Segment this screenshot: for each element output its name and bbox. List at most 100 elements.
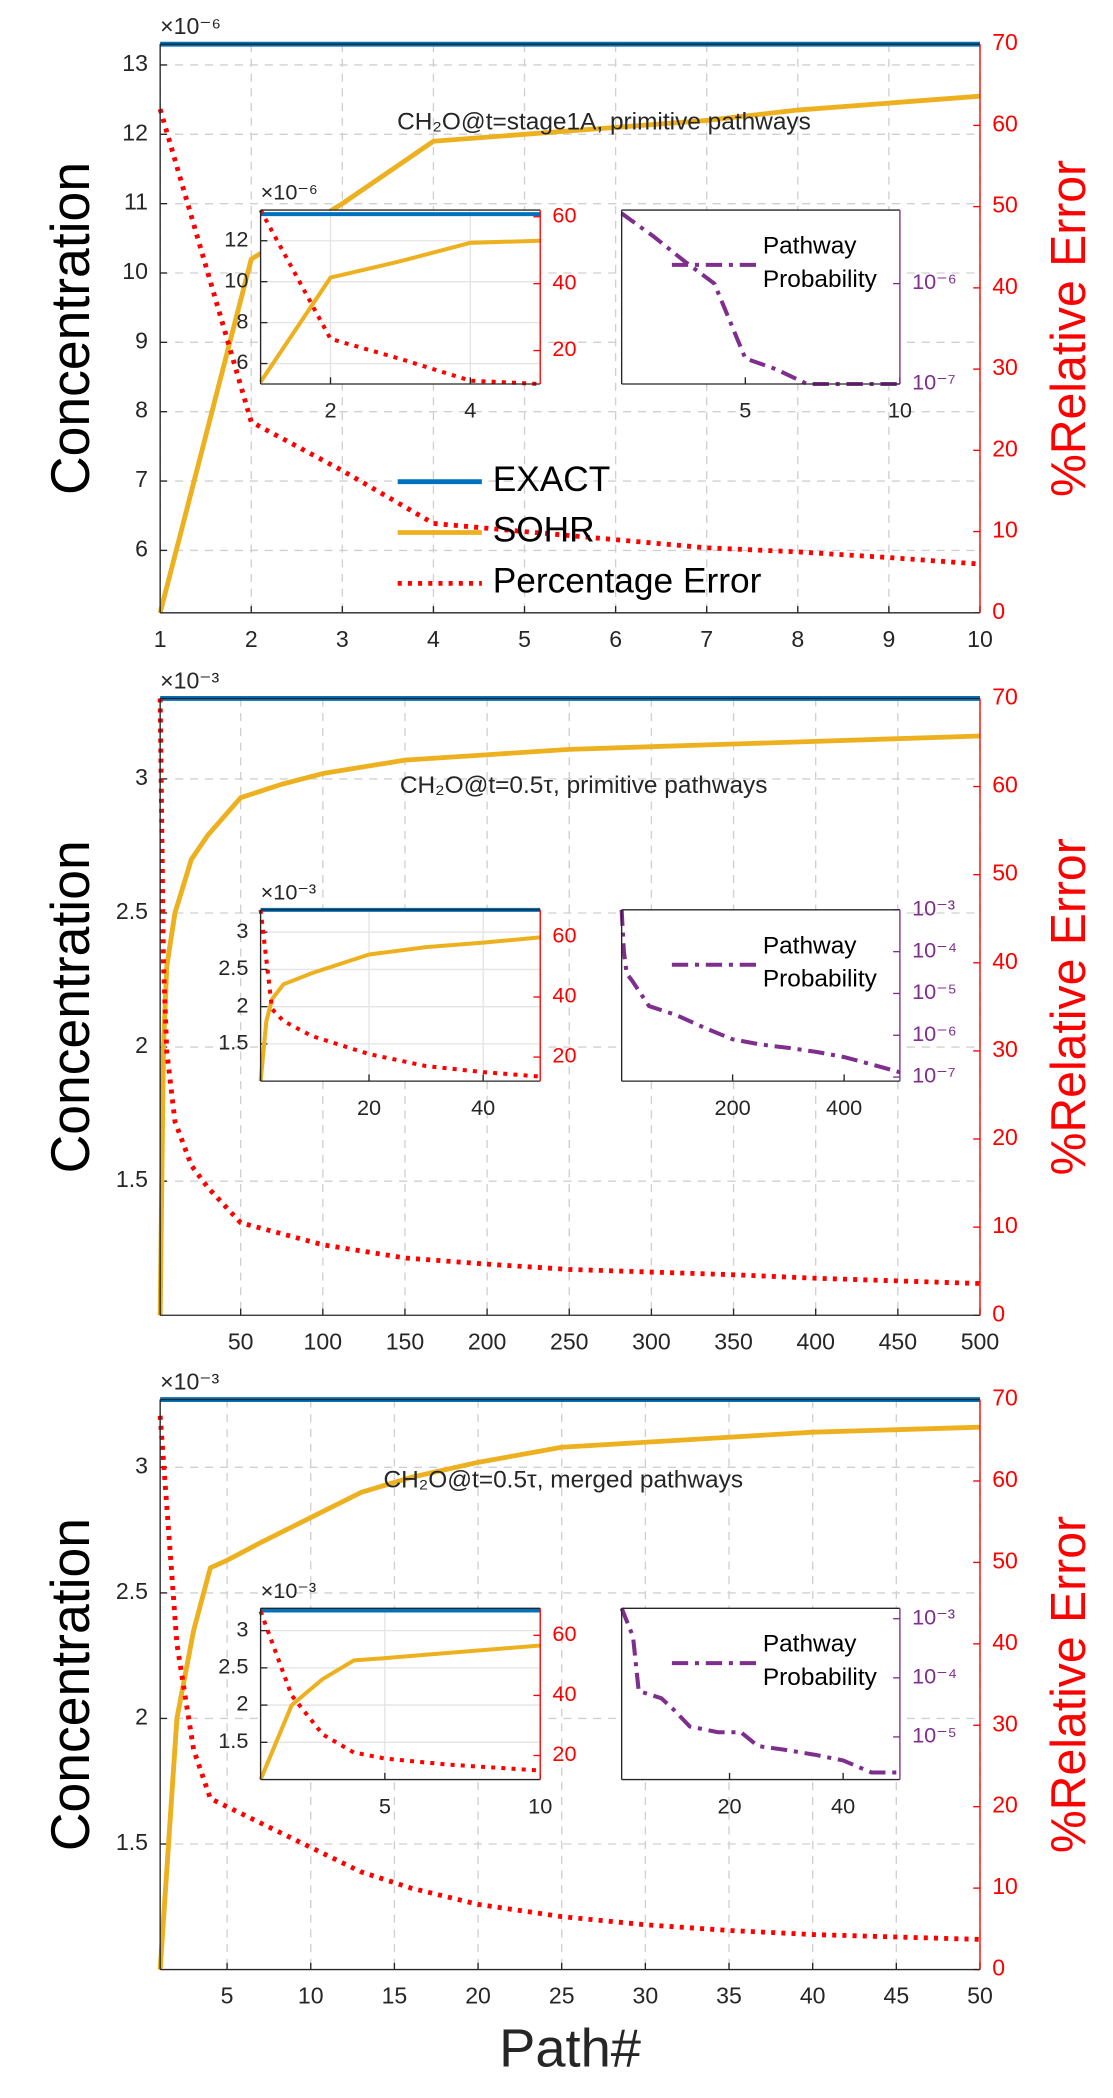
y2-tick-label: 70 — [992, 1385, 1018, 1411]
y2-tick-label: 50 — [992, 192, 1018, 218]
x-tick-label: 45 — [883, 1983, 909, 2009]
x-tick-label: 100 — [304, 1329, 342, 1355]
x-tick-label: 10 — [528, 1793, 552, 1818]
y2-tick-label: 10⁻⁴ — [912, 1664, 957, 1689]
y2-tick-label: 10⁻⁵ — [912, 979, 957, 1004]
y2-tick-label: 20 — [992, 1124, 1018, 1150]
plot-area — [260, 909, 541, 1082]
y2-tick-label: 40 — [992, 273, 1018, 299]
y2-tick-label: 10 — [992, 517, 1018, 543]
y-multiplier: ×10⁻³ — [160, 668, 219, 694]
x-tick-label: 2 — [245, 626, 258, 652]
legend-label: EXACT — [493, 460, 611, 499]
x-tick-label: 1 — [154, 626, 167, 652]
series-line — [157, 108, 981, 567]
series-line — [157, 733, 981, 1316]
legend-label: Pathway Probability — [763, 233, 878, 293]
y2-tick-label: 10 — [992, 1873, 1018, 1899]
x-tick-label: 400 — [796, 1329, 834, 1355]
y2-tick-label: 20 — [552, 1741, 576, 1766]
y-tick-label: 3 — [135, 764, 148, 790]
y2-tick-label: 30 — [992, 354, 1018, 380]
y-tick-label: 2 — [135, 1032, 148, 1058]
y-tick-label: 10 — [224, 267, 248, 292]
x-tick-label: 40 — [471, 1095, 495, 1120]
series-line — [258, 238, 541, 384]
y-tick-label: 2.5 — [116, 898, 148, 924]
y2-tick-label: 10⁻⁶ — [912, 1021, 957, 1046]
y-tick-label: 6 — [236, 349, 248, 374]
y2-tick-label: 10 — [992, 1212, 1018, 1238]
series-line — [258, 935, 541, 1082]
y2-tick-label: 0 — [992, 1955, 1005, 1981]
y-tick-label: 2.5 — [218, 955, 248, 980]
plot-area — [260, 210, 541, 385]
series-line — [157, 1415, 981, 1942]
x-tick-label: 10 — [967, 626, 993, 652]
y-axis-label: Concentration — [41, 162, 101, 495]
x-tick-label: 15 — [382, 1983, 408, 2009]
x-tick-label: 450 — [879, 1329, 917, 1355]
y-axis-label: Concentration — [41, 1518, 101, 1851]
y-tick-label: 3 — [236, 1616, 248, 1641]
y-tick-label: 13 — [122, 50, 148, 76]
legend-label: Pathway Probability — [763, 1631, 878, 1691]
y-tick-label: 1.5 — [116, 1829, 148, 1855]
y-tick-label: 7 — [135, 466, 148, 492]
x-tick-label: 4 — [427, 626, 440, 652]
y2-tick-label: 40 — [552, 269, 576, 294]
x-tick-label: 350 — [714, 1329, 752, 1355]
y-tick-label: 2.5 — [218, 1654, 248, 1679]
y2-tick-label: 20 — [552, 1043, 576, 1068]
y-multiplier: ×10⁻⁶ — [261, 180, 318, 205]
y-multiplier: ×10⁻³ — [261, 880, 317, 905]
y-tick-label: 6 — [135, 536, 148, 562]
y2-tick-label: 40 — [552, 983, 576, 1008]
y-tick-label: 12 — [224, 227, 248, 252]
figure-body: 1 2 3 4 5 6 7 8 9 10678910111213010203040506070×1… — [41, 13, 1097, 2078]
legend-label: Percentage Error — [493, 562, 762, 601]
y2-axis-label: %Relative Error — [1042, 1516, 1096, 1853]
y2-tick-label: 10⁻⁵ — [912, 1723, 957, 1748]
x-tick-label: 20 — [357, 1095, 381, 1120]
x-tick-label: 25 — [549, 1983, 575, 2009]
x-tick-label: 300 — [632, 1329, 670, 1355]
chart-title: CH₂O@t=stage1A, primitive pathways — [397, 109, 811, 136]
y2-tick-label: 30 — [992, 1710, 1018, 1736]
series-line — [258, 909, 541, 1079]
series-line — [157, 1424, 981, 1970]
x-tick-label: 8 — [791, 626, 804, 652]
plot-area — [621, 909, 900, 1082]
y-tick-label: 1.5 — [116, 1166, 148, 1192]
plot-area — [621, 1608, 900, 1780]
x-tick-label: 5 — [379, 1793, 391, 1818]
series-line — [157, 698, 981, 1286]
y-tick-label: 9 — [135, 328, 148, 354]
y-multiplier: ×10⁻³ — [160, 1369, 219, 1395]
x-tick-label: 5 — [739, 398, 751, 423]
y2-tick-label: 60 — [992, 111, 1018, 137]
x-tick-label: 6 — [609, 626, 622, 652]
y-tick-label: 2 — [236, 1691, 248, 1716]
x-tick-label: 50 — [228, 1329, 254, 1355]
y2-tick-label: 10⁻⁷ — [912, 370, 955, 395]
y-tick-label: 8 — [236, 308, 248, 333]
y2-tick-label: 70 — [992, 684, 1018, 710]
x-tick-label: 250 — [550, 1329, 588, 1355]
y2-tick-label: 40 — [552, 1681, 576, 1706]
series-line — [619, 1607, 900, 1775]
x-tick-label: 40 — [831, 1793, 855, 1818]
chart-title: CH₂O@t=0.5τ, merged pathways — [384, 1467, 744, 1494]
y2-tick-label: 40 — [992, 948, 1018, 974]
y-tick-label: 11 — [124, 189, 148, 215]
series-line — [258, 1643, 541, 1781]
legend-label: SOHR — [493, 511, 595, 550]
x-tick-label: 35 — [716, 1983, 742, 2009]
y2-tick-label: 50 — [992, 860, 1018, 886]
y2-tick-label: 60 — [992, 1466, 1018, 1492]
x-tick-label: 200 — [468, 1329, 506, 1355]
legend-label: Pathway Probability — [763, 933, 878, 993]
y2-tick-label: 60 — [552, 1621, 576, 1646]
x-tick-label: 4 — [464, 398, 476, 423]
y-tick-label: 12 — [122, 119, 148, 145]
